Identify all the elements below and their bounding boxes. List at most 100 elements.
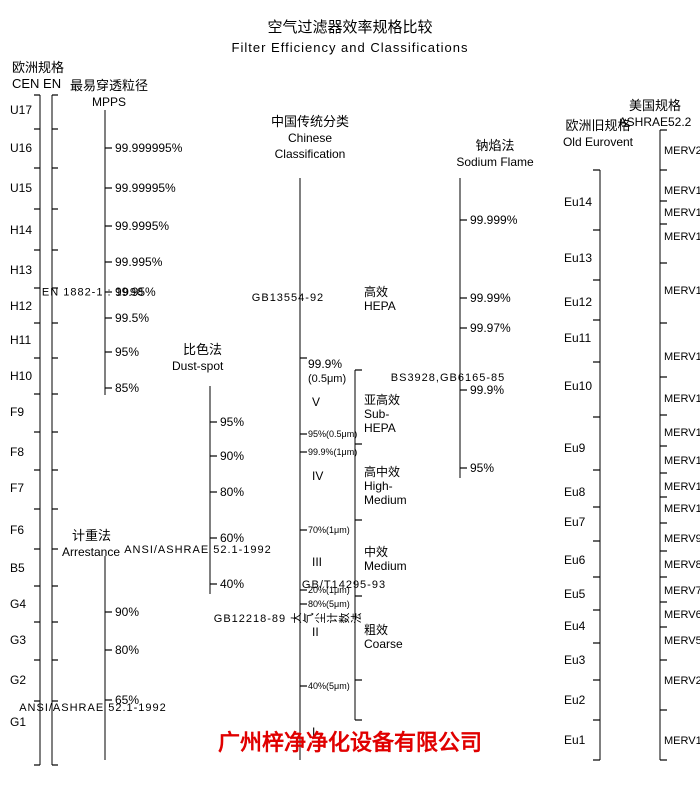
svg-text:G4: G4 xyxy=(10,597,26,611)
svg-text:MERV11: MERV11 xyxy=(664,481,700,493)
svg-text:比色法: 比色法 xyxy=(183,342,222,357)
svg-text:V: V xyxy=(312,395,320,409)
svg-text:ANSI/ASHRAE 52.1-1992: ANSI/ASHRAE 52.1-1992 xyxy=(19,702,167,714)
svg-text:(0.5μm): (0.5μm) xyxy=(308,373,346,385)
svg-text:G2: G2 xyxy=(10,673,26,687)
svg-text:MERV7: MERV7 xyxy=(664,585,700,597)
svg-text:85%: 85% xyxy=(115,381,139,395)
svg-text:HEPA: HEPA xyxy=(364,421,396,435)
svg-text:60%: 60% xyxy=(220,531,244,545)
svg-text:99.9995%: 99.9995% xyxy=(115,219,169,233)
svg-text:MERV8: MERV8 xyxy=(664,559,700,571)
svg-text:GB12218-89 大气尘计数法: GB12218-89 大气尘计数法 xyxy=(214,613,362,626)
svg-text:MERV14: MERV14 xyxy=(664,393,700,405)
svg-text:Eu5: Eu5 xyxy=(564,587,586,601)
svg-text:MERV17: MERV17 xyxy=(664,231,700,243)
svg-text:MERV20: MERV20 xyxy=(664,145,700,157)
filter-classification-chart: 空气过滤器效率规格比较 Filter Efficiency and Classif… xyxy=(0,0,700,809)
svg-text:MERV18: MERV18 xyxy=(664,207,700,219)
svg-text:MERV10: MERV10 xyxy=(664,503,700,515)
svg-text:U15: U15 xyxy=(10,181,32,195)
svg-text:U17: U17 xyxy=(10,103,32,117)
svg-text:Eu12: Eu12 xyxy=(564,295,592,309)
svg-text:Filter Efficiency and Classifi: Filter Efficiency and Classifications xyxy=(232,40,469,55)
svg-text:钠焰法: 钠焰法 xyxy=(475,138,514,153)
svg-text:95%(0.5μm): 95%(0.5μm) xyxy=(308,429,357,439)
svg-text:MERV9: MERV9 xyxy=(664,533,700,545)
svg-text:美国规格: 美国规格 xyxy=(629,98,681,113)
svg-text:MERV15: MERV15 xyxy=(664,351,700,363)
svg-text:99.5%: 99.5% xyxy=(115,311,149,325)
svg-text:最易穿透粒径: 最易穿透粒径 xyxy=(70,78,148,93)
svg-text:HEPA: HEPA xyxy=(364,299,396,313)
svg-text:99.999995%: 99.999995% xyxy=(115,141,183,155)
svg-text:65%: 65% xyxy=(115,693,139,707)
svg-text:High-: High- xyxy=(364,479,393,493)
svg-text:40%: 40% xyxy=(220,577,244,591)
svg-text:Eu8: Eu8 xyxy=(564,485,586,499)
svg-text:中国传统分类: 中国传统分类 xyxy=(271,114,349,129)
svg-text:80%(5μm): 80%(5μm) xyxy=(308,599,350,609)
svg-text:粗效: 粗效 xyxy=(364,622,388,637)
svg-text:中效: 中效 xyxy=(364,544,388,559)
svg-text:90%: 90% xyxy=(115,605,139,619)
svg-text:Coarse: Coarse xyxy=(364,637,403,651)
svg-text:Medium: Medium xyxy=(364,493,407,507)
svg-text:空气过滤器效率规格比较: 空气过滤器效率规格比较 xyxy=(267,18,432,36)
svg-text:40%(5μm): 40%(5μm) xyxy=(308,681,350,691)
svg-text:F7: F7 xyxy=(10,481,24,495)
svg-text:20%(1μm): 20%(1μm) xyxy=(308,585,350,595)
svg-text:H11: H11 xyxy=(10,333,31,347)
svg-text:99.9%(1μm): 99.9%(1μm) xyxy=(308,447,357,457)
svg-text:H14: H14 xyxy=(10,223,32,237)
svg-text:Eu10: Eu10 xyxy=(564,379,592,393)
svg-text:Arrestance: Arrestance xyxy=(62,545,120,559)
svg-text:99.999%: 99.999% xyxy=(470,213,518,227)
svg-text:G1: G1 xyxy=(10,715,26,729)
svg-text:欧洲规格: 欧洲规格 xyxy=(12,60,64,75)
svg-text:F9: F9 xyxy=(10,405,24,419)
svg-text:95%: 95% xyxy=(470,461,494,475)
svg-text:Dust-spot: Dust-spot xyxy=(172,359,224,373)
svg-text:99.97%: 99.97% xyxy=(470,321,511,335)
svg-text:H10: H10 xyxy=(10,369,32,383)
svg-text:99.9%: 99.9% xyxy=(308,357,342,371)
svg-text:G3: G3 xyxy=(10,633,26,647)
svg-text:99.995%: 99.995% xyxy=(115,255,163,269)
svg-text:Medium: Medium xyxy=(364,559,407,573)
svg-text:MERV2-4: MERV2-4 xyxy=(664,675,700,687)
svg-text:ANSI/ASHRAE 52.1-1992: ANSI/ASHRAE 52.1-1992 xyxy=(124,544,272,556)
svg-text:Eu9: Eu9 xyxy=(564,441,586,455)
svg-text:Eu11: Eu11 xyxy=(564,331,591,345)
svg-text:Eu1: Eu1 xyxy=(564,733,586,747)
svg-text:H12: H12 xyxy=(10,299,32,313)
svg-text:高效: 高效 xyxy=(364,284,388,299)
svg-text:99.99%: 99.99% xyxy=(470,291,511,305)
svg-text:70%(1μm): 70%(1μm) xyxy=(308,525,350,535)
svg-text:80%: 80% xyxy=(115,643,139,657)
svg-text:MERV5: MERV5 xyxy=(664,635,700,647)
svg-text:GB13554-92: GB13554-92 xyxy=(252,292,324,304)
svg-text:Chinese: Chinese xyxy=(288,131,332,145)
svg-text:Eu7: Eu7 xyxy=(564,515,586,529)
svg-text:Eu2: Eu2 xyxy=(564,693,586,707)
svg-text:MERV12: MERV12 xyxy=(664,455,700,467)
svg-text:III: III xyxy=(312,555,322,569)
svg-text:Eu4: Eu4 xyxy=(564,619,586,633)
svg-text:Eu13: Eu13 xyxy=(564,251,592,265)
svg-text:95%: 95% xyxy=(115,345,139,359)
svg-text:95%: 95% xyxy=(220,415,244,429)
svg-text:Old Eurovent: Old Eurovent xyxy=(563,135,634,149)
svg-text:亚高效: 亚高效 xyxy=(364,392,400,407)
svg-text:Classification: Classification xyxy=(275,147,346,161)
watermark: 广州梓净净化设备有限公司 xyxy=(218,730,482,755)
svg-text:计重法: 计重法 xyxy=(72,528,111,543)
svg-text:99.9%: 99.9% xyxy=(470,383,504,397)
svg-text:高中效: 高中效 xyxy=(364,464,400,479)
svg-text:H13: H13 xyxy=(10,263,32,277)
svg-text:MERV16: MERV16 xyxy=(664,285,700,297)
svg-text:MERV1: MERV1 xyxy=(664,735,700,747)
svg-text:U16: U16 xyxy=(10,141,32,155)
svg-text:99.99995%: 99.99995% xyxy=(115,181,176,195)
svg-text:B5: B5 xyxy=(10,561,25,575)
